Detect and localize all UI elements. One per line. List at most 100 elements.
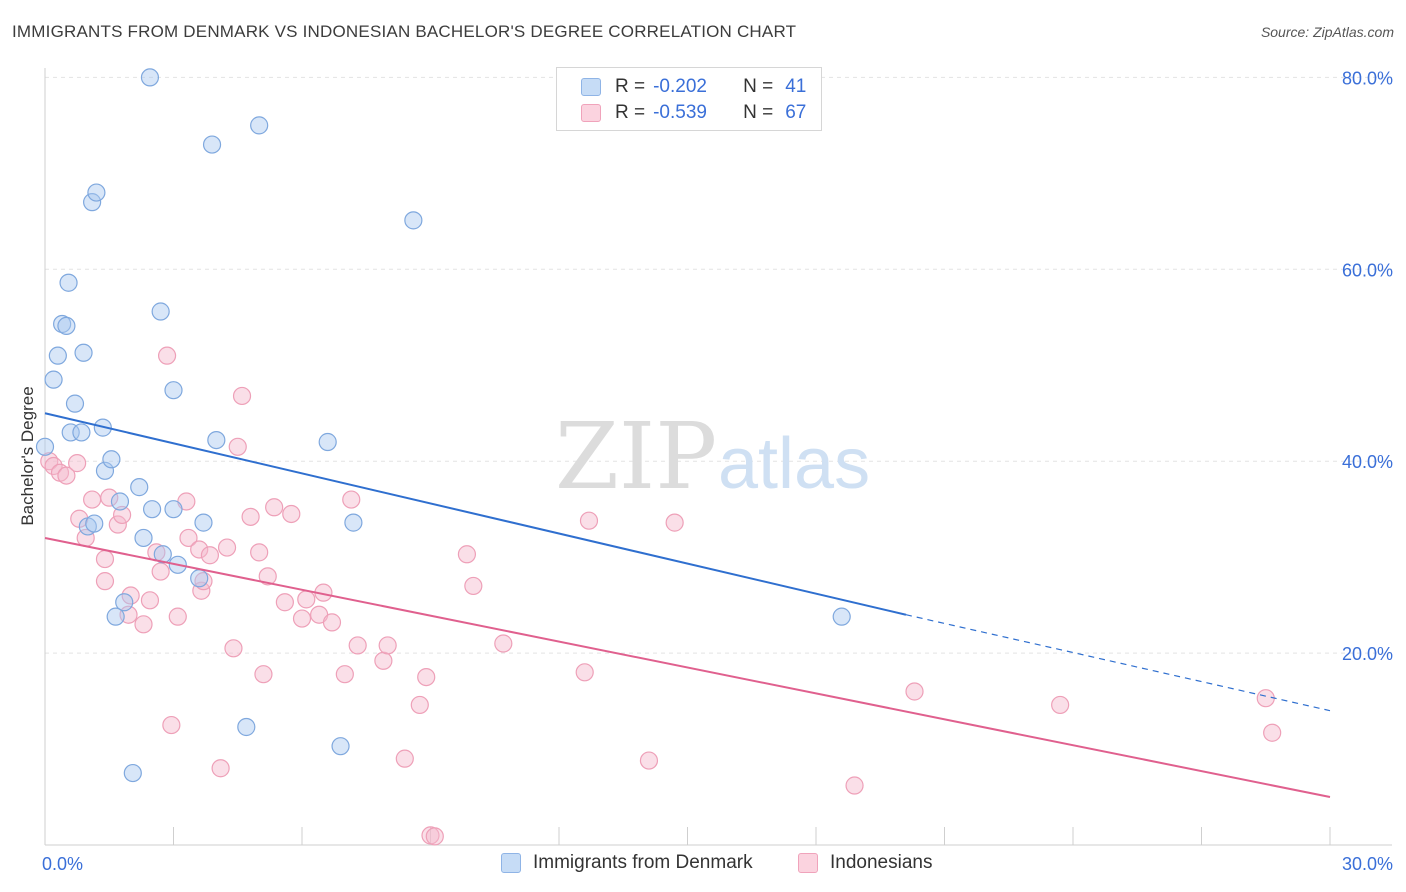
- denmark-point: [74, 343, 93, 362]
- legend-n-value: 41: [785, 76, 807, 97]
- denmark-point: [202, 135, 222, 154]
- denmark-point: [142, 500, 162, 519]
- chart-title: IMMIGRANTS FROM DENMARK VS INDONESIAN BA…: [12, 22, 797, 41]
- indonesians-point: [250, 543, 269, 562]
- indonesians-point: [108, 515, 127, 534]
- indonesians-point: [95, 549, 115, 569]
- bottom-legend-label: Indonesians: [830, 852, 933, 873]
- denmark-point: [95, 461, 115, 480]
- indonesians-point: [241, 507, 260, 526]
- trend-lines: [44, 412, 1331, 799]
- indonesians-point: [211, 759, 230, 778]
- series-denmark: [35, 68, 851, 783]
- indonesians-point: [68, 454, 87, 473]
- denmark-point: [123, 763, 142, 783]
- indonesians-point: [151, 562, 170, 581]
- denmark-point: [318, 432, 337, 452]
- bottom-legend-denmark: Immigrants from Denmark: [501, 852, 753, 874]
- indonesians-point: [417, 667, 436, 687]
- y-axis-label: Bachelor's Degree: [18, 386, 37, 525]
- denmark-point: [237, 717, 256, 737]
- indonesians-point: [224, 639, 243, 658]
- denmark-point: [190, 569, 209, 588]
- legend-swatch-blue: [581, 78, 601, 96]
- bottom-legend-swatch-pink: [798, 853, 818, 873]
- denmark-point: [404, 211, 423, 230]
- denmark-point: [44, 370, 63, 389]
- legend-r-value: -0.539: [653, 102, 707, 123]
- gridlines: [45, 76, 1392, 654]
- denmark-point: [130, 478, 149, 497]
- denmark-trend-line: [44, 412, 907, 616]
- indonesians-point: [639, 751, 659, 770]
- denmark-point: [164, 500, 183, 519]
- indonesians-point: [232, 386, 252, 406]
- bottom-legend-label: Immigrants from Denmark: [533, 852, 753, 873]
- indonesians-point: [905, 682, 924, 701]
- legend-r-label: R =: [615, 76, 646, 97]
- indonesians-point: [348, 636, 367, 655]
- denmark-point: [87, 183, 106, 202]
- indonesians-point: [275, 593, 294, 612]
- indonesians-point: [322, 613, 342, 632]
- indonesians-point: [265, 498, 284, 517]
- indonesians-point: [282, 504, 301, 524]
- indonesians-point: [228, 437, 247, 456]
- bottom-legend-indonesians: Indonesians: [798, 852, 932, 874]
- indonesians-point: [121, 586, 140, 605]
- indonesians-point: [342, 490, 361, 509]
- indonesians-point: [665, 513, 684, 532]
- denmark-point: [140, 68, 160, 87]
- indonesians-point: [457, 545, 477, 564]
- indonesians-point: [464, 576, 483, 596]
- denmark-point: [115, 593, 134, 612]
- indonesians-point: [258, 567, 277, 586]
- watermark-zip: ZIP: [555, 403, 717, 510]
- indonesians-point: [134, 615, 153, 634]
- indonesians-point: [83, 490, 102, 509]
- y-tick-label: 40.0%: [1342, 452, 1393, 472]
- denmark-point: [151, 302, 170, 321]
- indonesians-point: [254, 665, 273, 684]
- legend: R = -0.202 N = 41 R = -0.539 N = 67: [556, 67, 822, 131]
- indonesians-point: [100, 488, 119, 507]
- chart-source: Source: ZipAtlas.com: [1260, 24, 1394, 40]
- denmark-point: [134, 528, 153, 548]
- indonesians-point: [292, 609, 312, 628]
- indonesians-point: [95, 572, 115, 591]
- indonesians-point: [112, 505, 132, 525]
- indonesians-point: [1256, 689, 1275, 708]
- denmark-point: [61, 423, 80, 442]
- legend-n-label: N =: [743, 102, 774, 123]
- indonesians-point: [217, 538, 237, 557]
- indonesians-point: [57, 466, 76, 485]
- indonesians-point: [179, 528, 198, 548]
- denmark-point: [85, 514, 104, 533]
- legend-r-value: -0.202: [653, 76, 707, 97]
- indonesians-point: [410, 695, 429, 715]
- indonesians-point: [44, 456, 63, 476]
- x-tick-label: 0.0%: [42, 854, 83, 874]
- denmark-point: [153, 545, 172, 564]
- denmark-point: [35, 437, 55, 456]
- denmark-point: [57, 316, 76, 336]
- legend-n-label: N =: [743, 76, 774, 97]
- denmark-point: [194, 513, 213, 532]
- indonesians-point: [162, 715, 181, 735]
- denmark-point: [331, 737, 350, 756]
- indonesians-point: [140, 591, 160, 610]
- denmark-point: [65, 394, 85, 413]
- tick-labels: 20.0% 40.0% 60.0% 80.0% 0.0% 30.0%: [42, 68, 1393, 874]
- denmark-point: [59, 273, 78, 292]
- indonesians-point: [845, 776, 864, 795]
- indonesians-point: [395, 749, 414, 768]
- denmark-point: [110, 492, 130, 511]
- indonesians-point: [157, 346, 177, 365]
- indonesians-point: [494, 634, 513, 653]
- indonesians-point: [575, 663, 594, 682]
- legend-row-denmark: R = -0.202 N = 41: [581, 75, 806, 99]
- denmark-point: [102, 450, 121, 469]
- indonesians-point: [425, 827, 444, 846]
- denmark-point: [164, 381, 183, 400]
